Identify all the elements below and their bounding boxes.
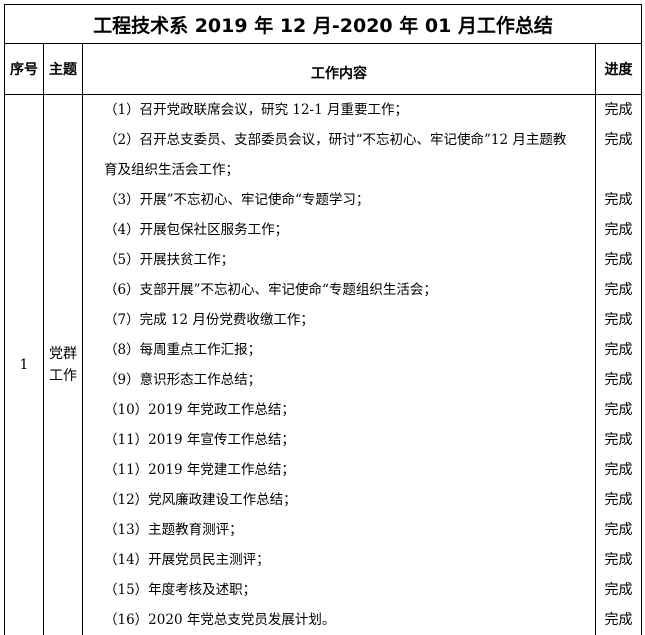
work-item-text: （2）召开总支委员、支部委员会议，研讨“不忘初心、牢记使命”12 月主题教育及组… xyxy=(83,125,596,185)
work-item-status: 完成 xyxy=(596,455,642,485)
work-item-status: 完成 xyxy=(596,335,642,365)
table-row: （4）开展包保社区服务工作；完成 xyxy=(5,215,642,245)
work-item-text: （11）2019 年宣传工作总结； xyxy=(83,425,596,455)
group-topic: 党群工作 xyxy=(44,95,83,635)
work-item-status: 完成 xyxy=(596,365,642,395)
work-item-status: 完成 xyxy=(596,575,642,605)
work-item-text: （4）开展包保社区服务工作； xyxy=(83,215,596,245)
work-item-text: （16）2020 年党总支党员发展计划。 xyxy=(83,605,596,635)
header-progress: 进度 xyxy=(596,44,642,95)
work-item-status: 完成 xyxy=(596,185,642,215)
work-item-text: （12）党风廉政建设工作总结； xyxy=(83,485,596,515)
group-topic-text: 党群工作 xyxy=(48,343,78,387)
table-row: （15）年度考核及述职；完成 xyxy=(5,575,642,605)
work-item-status: 完成 xyxy=(596,395,642,425)
work-item-status: 完成 xyxy=(596,275,642,305)
work-item-text: （11）2019 年党建工作总结； xyxy=(83,455,596,485)
work-item-text: （14）开展党员民主测评； xyxy=(83,545,596,575)
header-content: 工作内容 xyxy=(83,44,596,95)
work-item-status: 完成 xyxy=(596,305,642,335)
work-item-status: 完成 xyxy=(596,545,642,575)
document-title: 工程技术系 2019 年 12 月-2020 年 01 月工作总结 xyxy=(5,5,642,44)
work-item-text: （7）完成 12 月份党费收缴工作； xyxy=(83,305,596,335)
table-row: （5）开展扶贫工作；完成 xyxy=(5,245,642,275)
work-item-status: 完成 xyxy=(596,215,642,245)
work-item-text: （10）2019 年党政工作总结； xyxy=(83,395,596,425)
table-row: （8）每周重点工作汇报；完成 xyxy=(5,335,642,365)
table-row: （10）2019 年党政工作总结；完成 xyxy=(5,395,642,425)
table-row: （14）开展党员民主测评；完成 xyxy=(5,545,642,575)
work-item-text: （15）年度考核及述职； xyxy=(83,575,596,605)
work-item-text: （3）开展”不忘初心、牢记使命“专题学习； xyxy=(83,185,596,215)
table-row: （12）党风廉政建设工作总结；完成 xyxy=(5,485,642,515)
work-item-text: （6）支部开展”不忘初心、牢记使命“专题组织生活会； xyxy=(83,275,596,305)
group-number: 1 xyxy=(5,95,44,635)
work-item-text: （1）召开党政联席会议，研究 12-1 月重要工作； xyxy=(83,95,596,126)
work-item-text: （5）开展扶贫工作； xyxy=(83,245,596,275)
header-no: 序号 xyxy=(5,44,44,95)
table-row: （6）支部开展”不忘初心、牢记使命“专题组织生活会；完成 xyxy=(5,275,642,305)
work-item-status: 完成 xyxy=(596,605,642,635)
table-row: （11）2019 年宣传工作总结；完成 xyxy=(5,425,642,455)
table-row: （13）主题教育测评；完成 xyxy=(5,515,642,545)
table-row: （9）意识形态工作总结；完成 xyxy=(5,365,642,395)
work-item-status: 完成 xyxy=(596,125,642,185)
work-item-status: 完成 xyxy=(596,95,642,126)
header-topic: 主题 xyxy=(44,44,83,95)
table-row: （16）2020 年党总支党员发展计划。完成 xyxy=(5,605,642,635)
work-item-status: 完成 xyxy=(596,485,642,515)
table-row: （11）2019 年党建工作总结；完成 xyxy=(5,455,642,485)
work-item-text: （9）意识形态工作总结； xyxy=(83,365,596,395)
work-item-status: 完成 xyxy=(596,425,642,455)
table-row: （2）召开总支委员、支部委员会议，研讨“不忘初心、牢记使命”12 月主题教育及组… xyxy=(5,125,642,185)
work-item-text: （8）每周重点工作汇报； xyxy=(83,335,596,365)
work-summary-table: 工程技术系 2019 年 12 月-2020 年 01 月工作总结 序号 主题 … xyxy=(4,4,642,635)
work-item-status: 完成 xyxy=(596,245,642,275)
work-item-text: （13）主题教育测评； xyxy=(83,515,596,545)
work-item-status: 完成 xyxy=(596,515,642,545)
table-row: （7）完成 12 月份党费收缴工作；完成 xyxy=(5,305,642,335)
table-row: （3）开展”不忘初心、牢记使命“专题学习；完成 xyxy=(5,185,642,215)
